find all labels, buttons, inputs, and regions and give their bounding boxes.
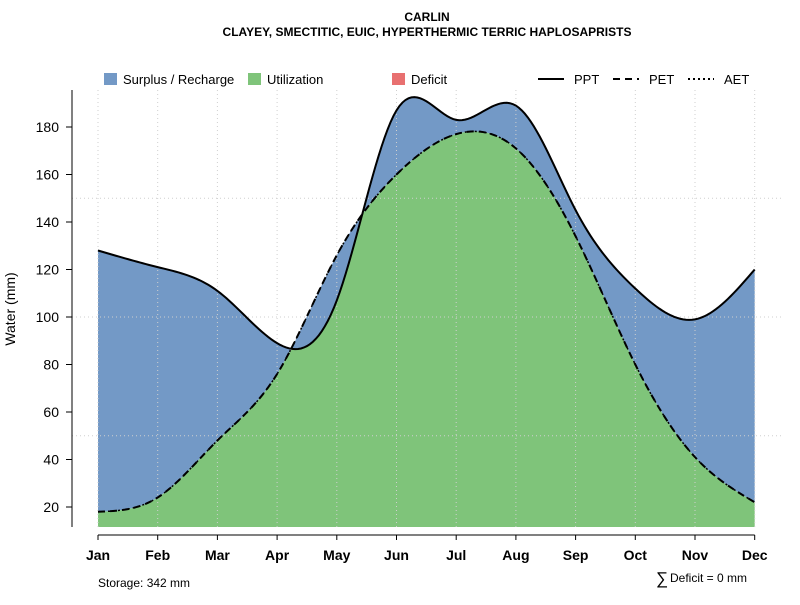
legend-swatch-surplus-recharge	[104, 73, 117, 85]
deficit-sum-symbol: ∑	[656, 569, 668, 588]
legend-label-surplus-recharge: Surplus / Recharge	[123, 72, 234, 87]
legend-label-utilization: Utilization	[267, 72, 323, 87]
x-tick-label-dec: Dec	[742, 547, 768, 563]
x-tick-label-oct: Oct	[624, 547, 648, 563]
y-tick-label-120: 120	[36, 262, 60, 278]
x-tick-label-jan: Jan	[86, 547, 110, 563]
x-tick-label-aug: Aug	[502, 547, 529, 563]
legend-label-ppt: PPT	[574, 72, 599, 87]
legend-label-aet: AET	[724, 72, 749, 87]
x-tick-label-may: May	[323, 547, 350, 563]
utilization-area	[98, 131, 755, 527]
storage-annotation: Storage: 342 mm	[98, 576, 190, 590]
legend-label-pet: PET	[649, 72, 674, 87]
y-tick-label-140: 140	[36, 214, 60, 230]
y-tick-label-80: 80	[43, 357, 59, 373]
x-tick-label-nov: Nov	[682, 547, 709, 563]
lines-layer	[97, 96, 756, 513]
y-tick-label-40: 40	[43, 452, 59, 468]
y-tick-label-60: 60	[43, 404, 59, 420]
ppt-line	[97, 96, 756, 351]
aet-line	[97, 130, 756, 513]
y-tick-label-160: 160	[36, 167, 60, 183]
axis-layer: 20 40 60 80 100 120 140 160 180 Jan Feb Mar Apr May Ju…	[36, 90, 768, 563]
chart-subtitle: CLAYEY, SMECTITIC, EUIC, HYPERTHERMIC TE…	[223, 25, 632, 39]
legend-label-deficit: Deficit	[411, 72, 448, 87]
y-tick-label-180: 180	[36, 119, 60, 135]
grid-layer	[72, 90, 782, 527]
surplus-area	[98, 97, 755, 512]
x-tick-label-feb: Feb	[145, 547, 170, 563]
x-tick-label-jun: Jun	[384, 547, 409, 563]
x-tick-label-jul: Jul	[446, 547, 466, 563]
deficit-annotation: Deficit = 0 mm	[670, 571, 747, 585]
y-tick-label-20: 20	[43, 499, 59, 515]
legend-swatch-deficit	[392, 73, 405, 85]
legend-layer: Surplus / Recharge Utilization Deficit PPT P…	[104, 72, 749, 87]
y-tick-label-100: 100	[36, 309, 60, 325]
x-tick-label-apr: Apr	[265, 547, 290, 563]
x-tick-label-mar: Mar	[205, 547, 230, 563]
x-tick-label-sep: Sep	[563, 547, 589, 563]
pet-line	[97, 130, 756, 513]
areas-layer	[98, 97, 755, 527]
chart-title: CARLIN	[404, 10, 449, 24]
legend-swatch-utilization	[248, 73, 261, 85]
y-axis-label: Water (mm)	[2, 272, 18, 345]
